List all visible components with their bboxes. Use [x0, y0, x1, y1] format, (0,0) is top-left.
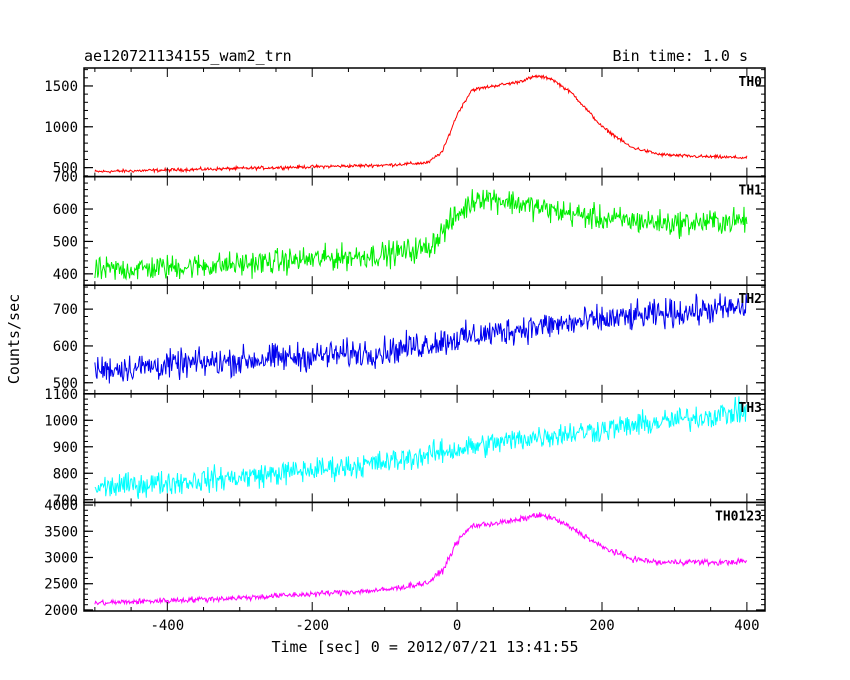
y-tick-label-th0123: 3000 — [44, 550, 78, 566]
y-tick-label-th1: 500 — [53, 234, 78, 250]
bin-time-label: Bin time: 1.0 s — [613, 47, 748, 65]
y-tick-label-th1: 400 — [53, 267, 78, 283]
y-tick-label-th0: 1000 — [44, 120, 78, 136]
y-tick-label-th2: 600 — [53, 339, 78, 355]
panel-frame-th0 — [83, 67, 766, 178]
y-tick-label-th0123: 3500 — [44, 524, 78, 540]
panel-frame-th0123 — [83, 501, 766, 612]
panel-label-th0123: TH0123 — [715, 509, 762, 524]
panel-frame-th3 — [83, 393, 766, 504]
y-tick-label-th3: 700 — [53, 493, 78, 509]
y-tick-label-th0: 500 — [53, 161, 78, 177]
y-tick-label-th0123: 2000 — [44, 603, 78, 619]
series-line-th2 — [94, 293, 748, 384]
x-tick-label: -400 — [150, 618, 184, 634]
y-tick-label-th3: 1100 — [44, 387, 78, 403]
series-line-th1 — [94, 189, 748, 281]
x-tick-label: 200 — [589, 618, 614, 634]
y-tick-label-th1: 700 — [53, 170, 78, 186]
y-tick-label-th3: 900 — [53, 440, 78, 456]
panel-label-th2: TH2 — [739, 292, 762, 307]
y-tick-label-th2: 500 — [53, 376, 78, 392]
y-axis-label: Counts/sec — [5, 294, 23, 384]
y-tick-label-th0123: 2500 — [44, 577, 78, 593]
series-line-th0 — [94, 74, 748, 174]
y-tick-label-th3: 1000 — [44, 413, 78, 429]
y-tick-label-th2: 700 — [53, 302, 78, 318]
y-tick-label-th0123: 4000 — [44, 498, 78, 514]
series-line-th0123 — [94, 512, 748, 606]
x-tick-label: 0 — [453, 618, 461, 634]
y-tick-label-th3: 800 — [53, 466, 78, 482]
panel-label-th3: TH3 — [739, 401, 762, 416]
panel-label-th1: TH1 — [739, 184, 763, 199]
series-line-th3 — [94, 396, 748, 499]
y-tick-label-th1: 600 — [53, 202, 78, 218]
x-axis-label: Time [sec] 0 = 2012/07/21 13:41:55 — [271, 638, 578, 656]
chart-title: ae120721134155_wam2_trn — [84, 47, 292, 65]
x-tick-label: 400 — [734, 618, 759, 634]
y-tick-label-th0: 1500 — [44, 79, 78, 95]
panel-label-th0: TH0 — [739, 75, 763, 90]
panel-group: TH0 500 1000 1500 TH1 400 500 600 700 TH2 500 600 70… — [44, 67, 766, 634]
x-tick-label: -200 — [295, 618, 329, 634]
